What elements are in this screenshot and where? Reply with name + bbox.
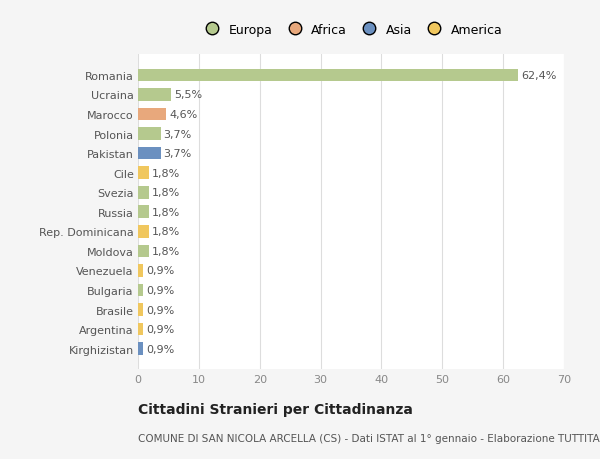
Text: 62,4%: 62,4% xyxy=(521,71,556,81)
Bar xyxy=(138,342,143,355)
Bar xyxy=(138,303,143,316)
Text: 1,8%: 1,8% xyxy=(152,168,180,178)
Text: 1,8%: 1,8% xyxy=(152,246,180,256)
Bar xyxy=(138,167,149,179)
Text: Cittadini Stranieri per Cittadinanza: Cittadini Stranieri per Cittadinanza xyxy=(138,402,413,416)
Bar xyxy=(138,225,149,238)
Text: COMUNE DI SAN NICOLA ARCELLA (CS) - Dati ISTAT al 1° gennaio - Elaborazione TUTT: COMUNE DI SAN NICOLA ARCELLA (CS) - Dati… xyxy=(138,433,600,442)
Bar xyxy=(138,186,149,199)
Bar xyxy=(138,147,161,160)
Text: 0,9%: 0,9% xyxy=(146,285,175,295)
Text: 0,9%: 0,9% xyxy=(146,344,175,354)
Legend: Europa, Africa, Asia, America: Europa, Africa, Asia, America xyxy=(200,23,502,37)
Bar xyxy=(138,323,143,336)
Text: 5,5%: 5,5% xyxy=(175,90,203,100)
Bar xyxy=(138,206,149,218)
Text: 0,9%: 0,9% xyxy=(146,325,175,334)
Bar xyxy=(138,89,172,101)
Bar xyxy=(138,264,143,277)
Bar xyxy=(138,69,518,82)
Text: 1,8%: 1,8% xyxy=(152,188,180,198)
Text: 3,7%: 3,7% xyxy=(164,129,192,139)
Text: 1,8%: 1,8% xyxy=(152,227,180,237)
Text: 4,6%: 4,6% xyxy=(169,110,197,120)
Bar xyxy=(138,128,161,140)
Bar xyxy=(138,245,149,257)
Bar xyxy=(138,108,166,121)
Text: 0,9%: 0,9% xyxy=(146,266,175,276)
Text: 1,8%: 1,8% xyxy=(152,207,180,217)
Text: 3,7%: 3,7% xyxy=(164,149,192,159)
Text: 0,9%: 0,9% xyxy=(146,305,175,315)
Bar xyxy=(138,284,143,297)
